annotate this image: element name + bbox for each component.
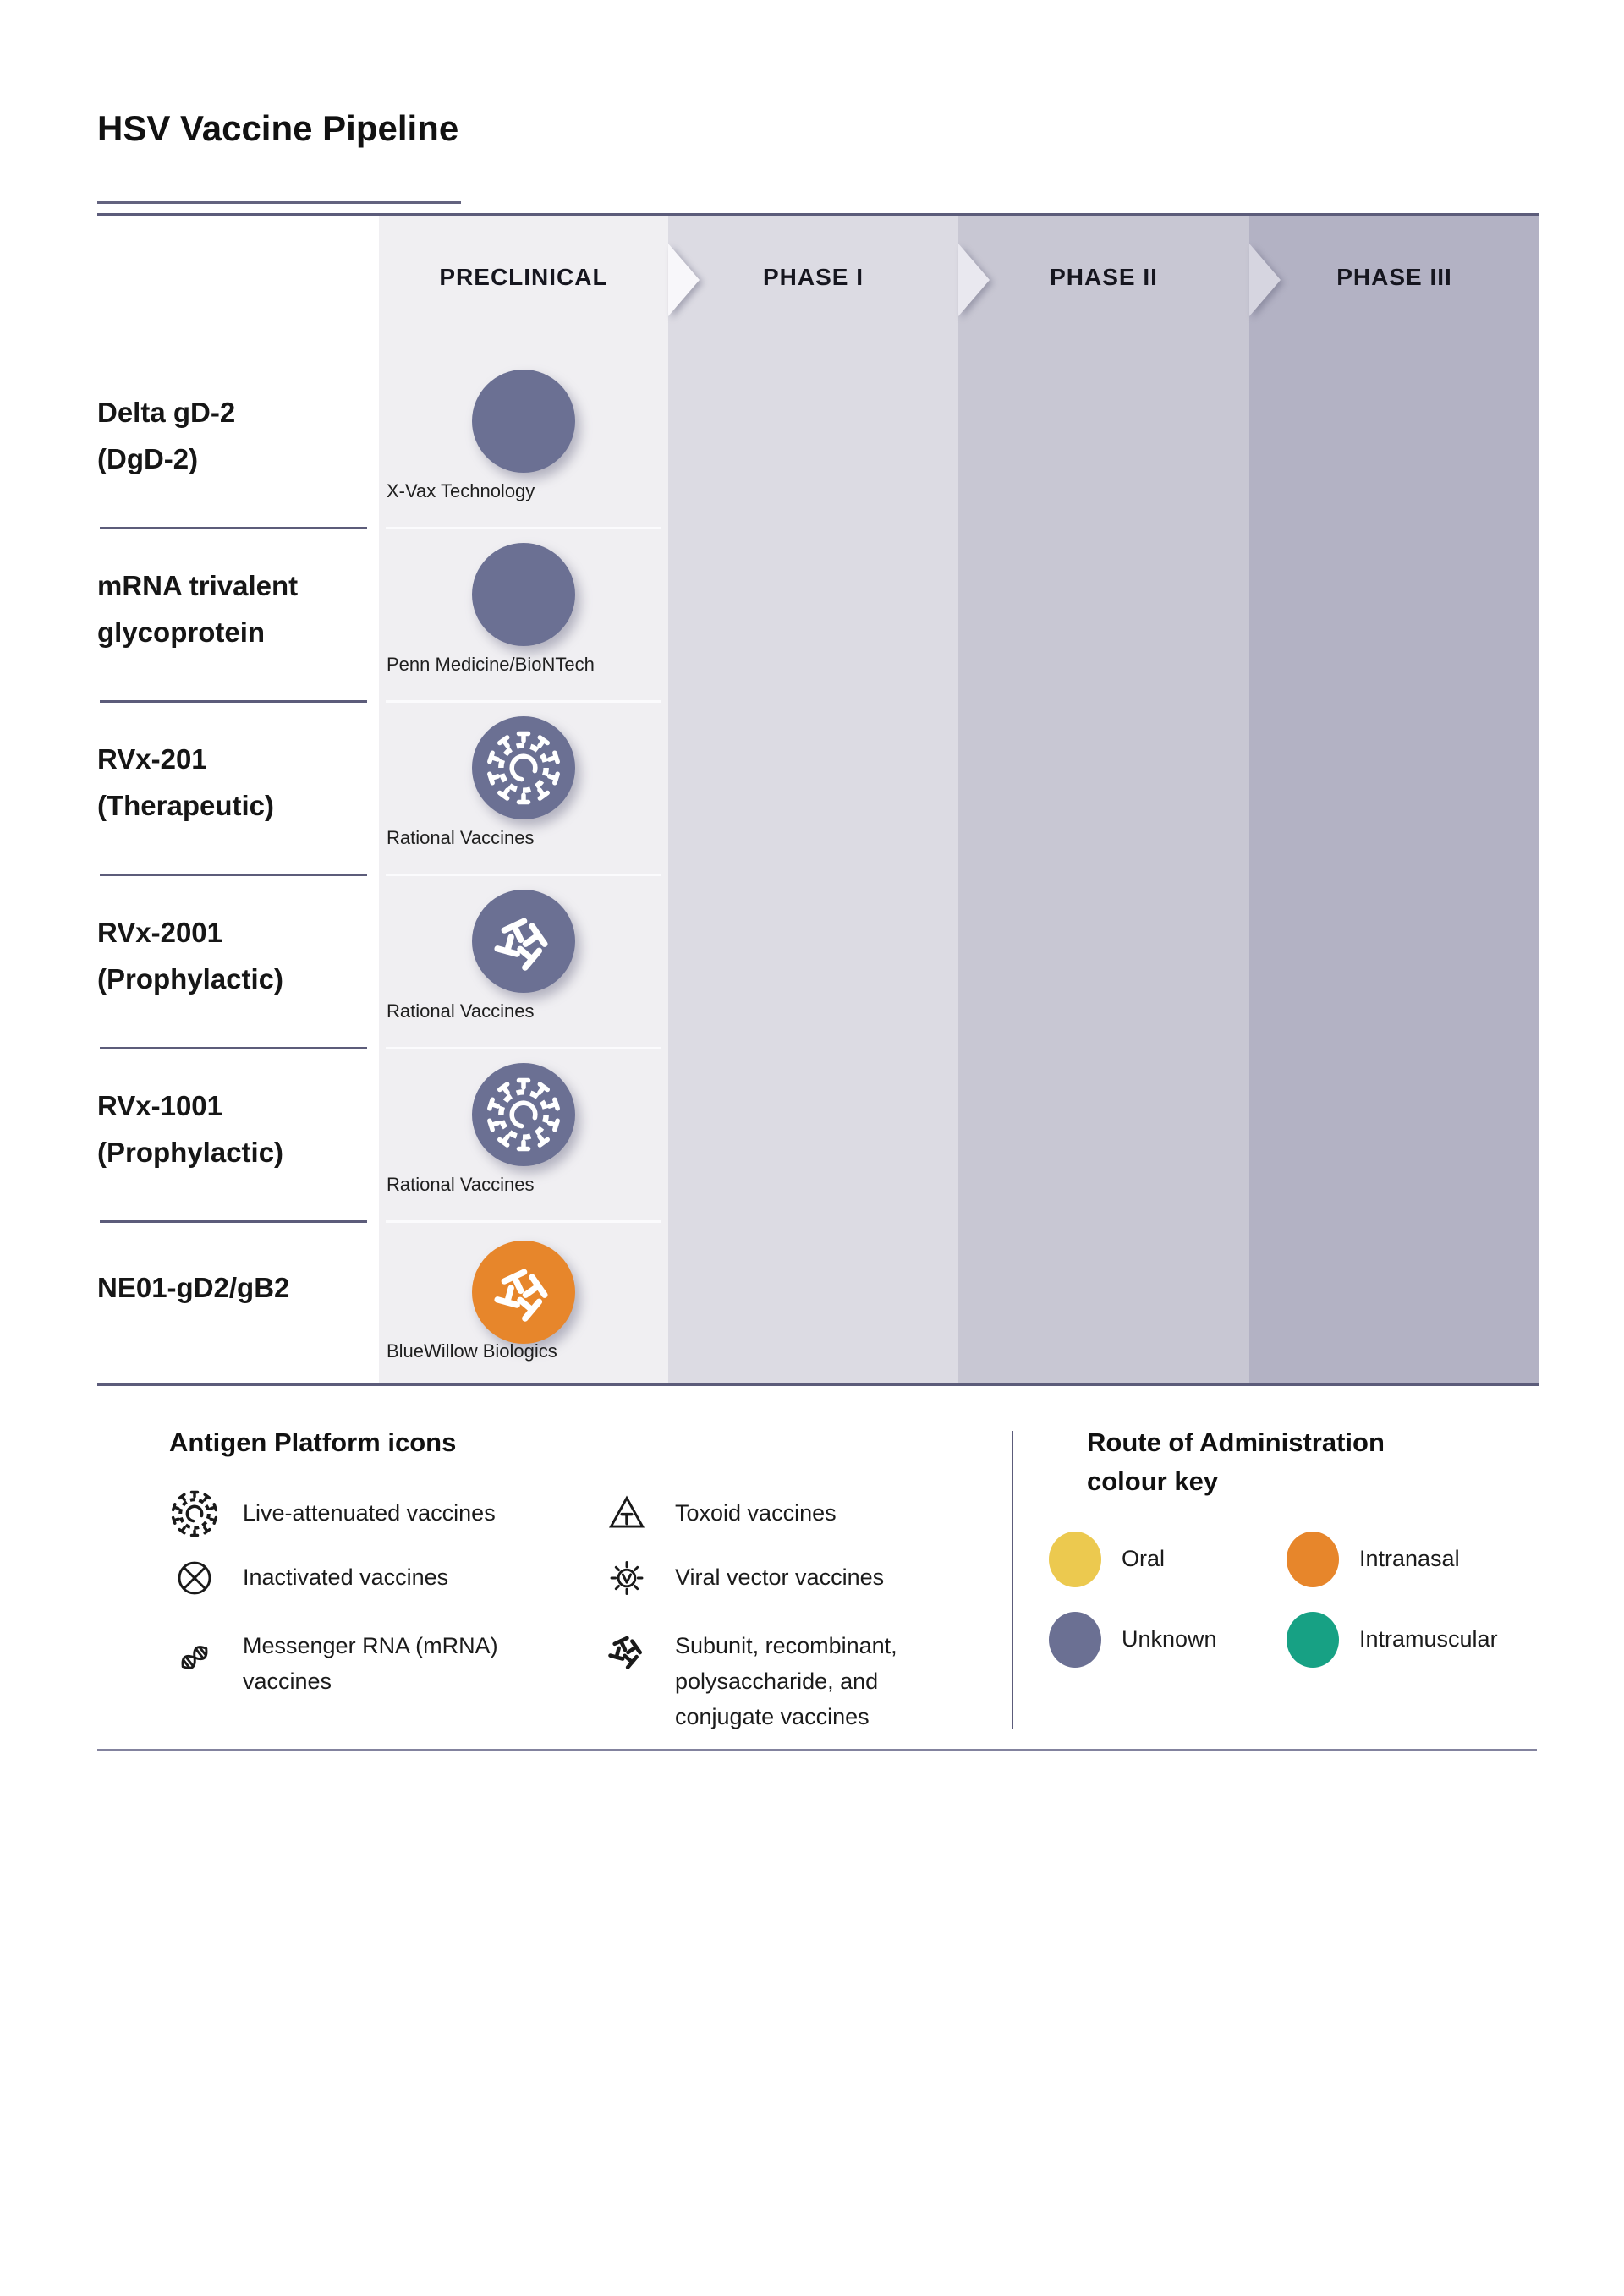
column-phase-1 xyxy=(668,216,958,1383)
toxoid-icon xyxy=(609,1496,645,1528)
legend-item-label: Live-attenuated vaccines xyxy=(243,1500,496,1526)
legend-item-label: Messenger RNA (mRNA) vaccines xyxy=(243,1633,498,1694)
candidate-name-rvx-201: RVx-201 (Therapeutic) xyxy=(97,743,275,821)
row-separator xyxy=(386,1220,661,1223)
candidate-marker-live-attenuated xyxy=(472,1063,575,1166)
route-key-title: colour key xyxy=(1087,1466,1219,1496)
company-label: Penn Medicine/BioNTech xyxy=(387,654,595,675)
chevron-arrow-icon xyxy=(958,244,990,316)
route-label: Intramuscular xyxy=(1359,1626,1498,1652)
route-label: Intranasal xyxy=(1359,1546,1460,1571)
phase-header-preclinical: PRECLINICAL xyxy=(439,264,608,290)
route-key-title: Route of Administration xyxy=(1087,1427,1385,1457)
candidate-marker-subunit xyxy=(472,890,575,993)
company-label: Rational Vaccines xyxy=(387,1000,535,1022)
company-label: X-Vax Technology xyxy=(387,480,535,501)
row-separator xyxy=(100,1047,367,1049)
legend-item-label: Viral vector vaccines xyxy=(675,1564,885,1590)
legend-item-label: Toxoid vaccines xyxy=(675,1500,837,1526)
candidate-marker-unknown-route xyxy=(472,543,575,646)
row-separator xyxy=(100,1220,367,1223)
subunit-icon xyxy=(602,1626,651,1675)
row-separator xyxy=(100,700,367,703)
title-underline xyxy=(97,201,461,204)
row-separator xyxy=(386,527,661,529)
page-title: HSV Vaccine Pipeline xyxy=(97,108,459,148)
candidate-name-delta-gd2: Delta gD-2 (DgD-2) xyxy=(97,397,236,474)
phase-header-phase-3: PHASE III xyxy=(1336,264,1452,290)
row-separator xyxy=(100,527,367,529)
candidate-name-ne01: NE01-gD2/gB2 xyxy=(97,1272,290,1303)
route-label: Unknown xyxy=(1122,1626,1217,1652)
candidate-name-mrna-trivalent: mRNA trivalent glycoprotein xyxy=(97,570,299,648)
column-phase-2 xyxy=(958,216,1249,1383)
candidate-marker-live-attenuated xyxy=(472,716,575,819)
candidate-name-rvx-2001: RVx-2001 (Prophylactic) xyxy=(97,917,284,995)
row-separator xyxy=(386,700,661,703)
oral-colour-chip xyxy=(1049,1532,1101,1587)
row-separator xyxy=(386,1047,661,1049)
live-attenuated-icon xyxy=(170,1489,219,1538)
chart-bottom-rule xyxy=(97,1383,1539,1386)
phase-header-phase-2: PHASE II xyxy=(1050,264,1158,290)
chevron-arrow-icon xyxy=(668,244,700,316)
row-separator xyxy=(100,874,367,876)
candidate-marker-unknown-route xyxy=(472,370,575,473)
chart-top-rule xyxy=(97,213,1539,216)
intranasal-colour-chip xyxy=(1287,1532,1339,1587)
page-bottom-rule xyxy=(97,1749,1537,1751)
row-separator xyxy=(386,874,661,876)
column-phase-3 xyxy=(1249,216,1539,1383)
antigen-legend-title: Antigen Platform icons xyxy=(169,1427,457,1457)
route-label: Oral xyxy=(1122,1546,1166,1571)
company-label: Rational Vaccines xyxy=(387,827,535,848)
company-label: Rational Vaccines xyxy=(387,1174,535,1195)
unknown-colour-chip xyxy=(1049,1612,1101,1668)
company-label: BlueWillow Biologics xyxy=(387,1340,557,1362)
legend-item-label: Inactivated vaccines xyxy=(243,1564,449,1590)
phase-header-phase-1: PHASE I xyxy=(762,264,864,290)
intramuscular-colour-chip xyxy=(1287,1612,1339,1668)
inactivated-icon xyxy=(178,1561,211,1595)
chevron-arrow-icon xyxy=(1249,244,1281,316)
legend-divider xyxy=(1012,1431,1013,1729)
viral-vector-icon xyxy=(610,1560,644,1596)
candidate-marker-intranasal-subunit xyxy=(472,1241,575,1344)
legend-item-label: Subunit, recombinant, polysaccharide, an… xyxy=(675,1633,897,1729)
candidate-name-rvx-1001: RVx-1001 (Prophylactic) xyxy=(97,1090,284,1168)
mrna-icon xyxy=(178,1642,211,1673)
